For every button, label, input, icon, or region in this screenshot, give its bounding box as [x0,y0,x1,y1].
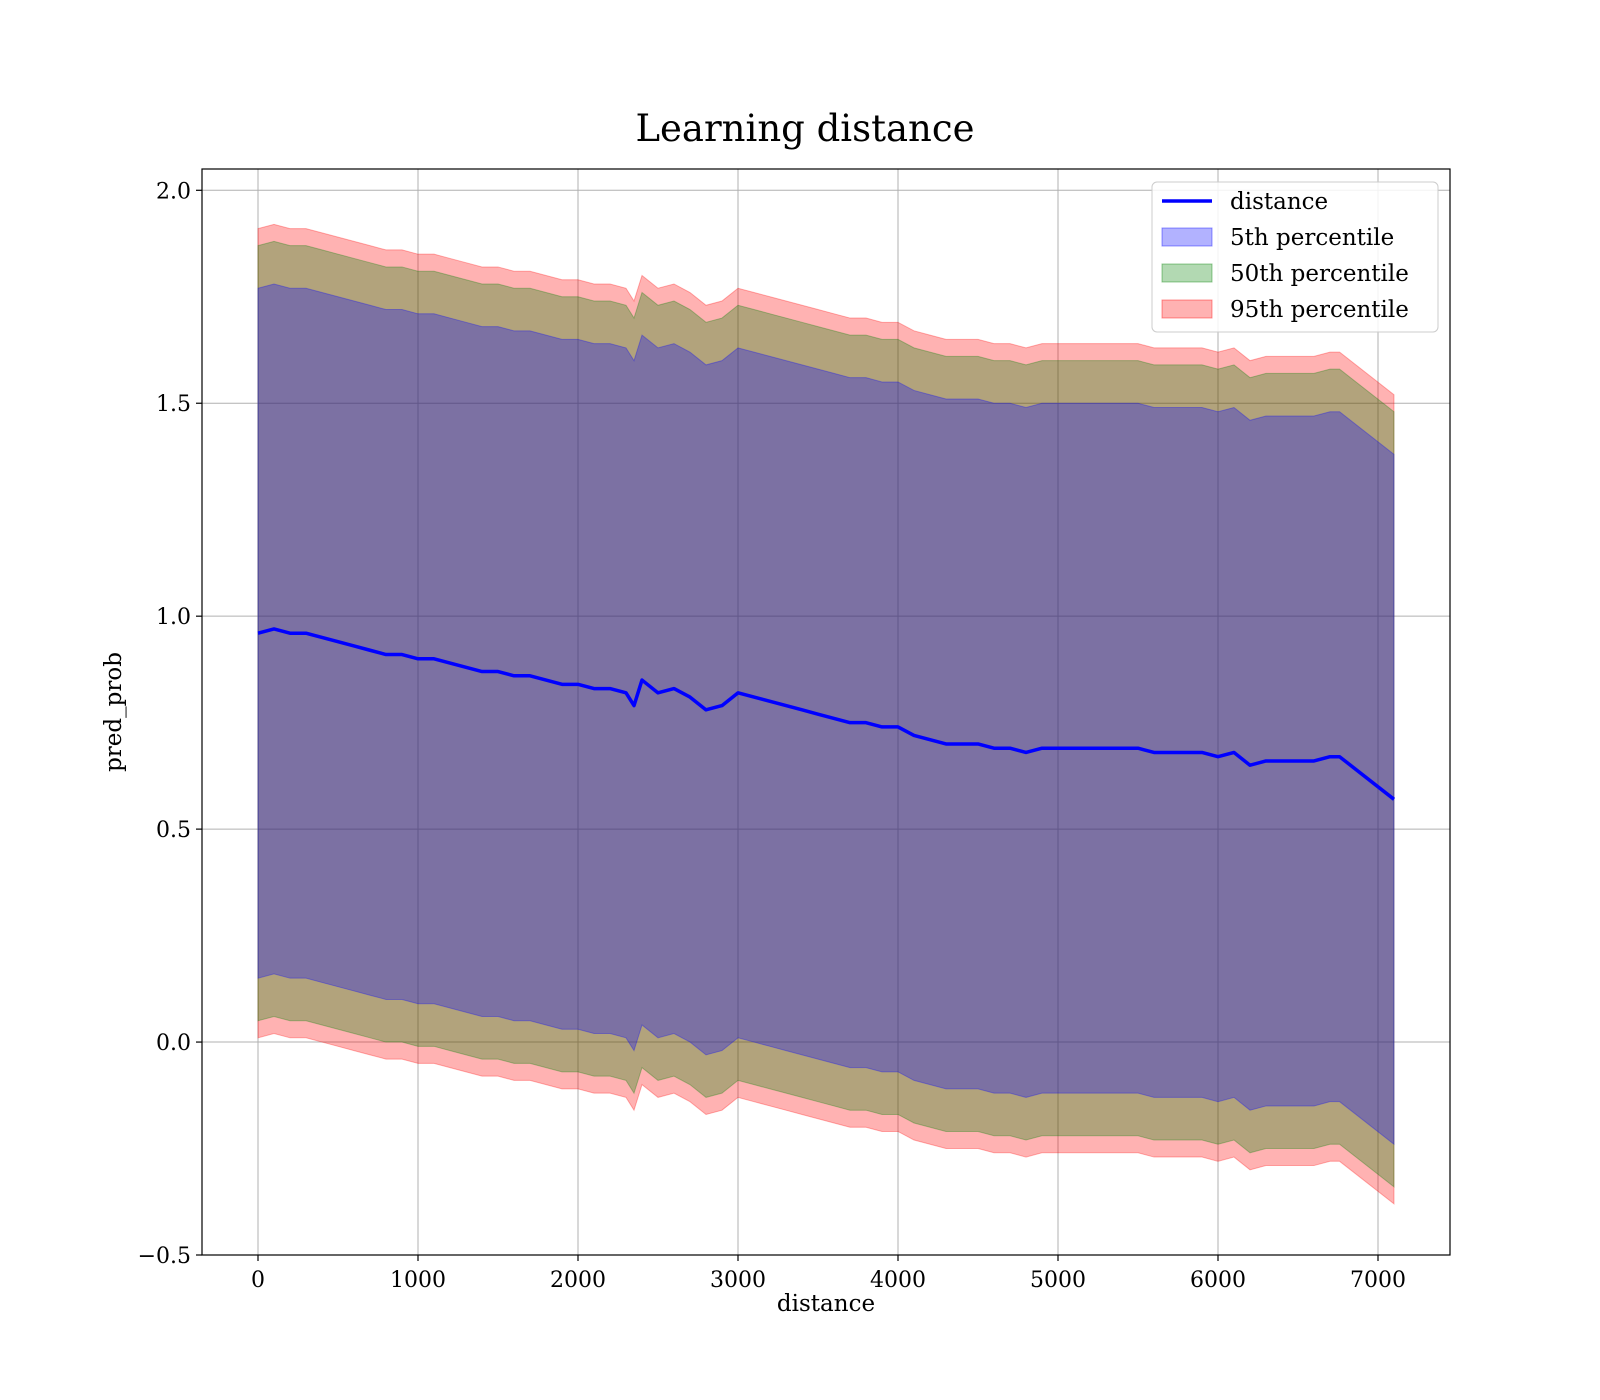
x-tick-label-1: 1000 [390,1268,446,1293]
x-tick-label-5: 5000 [1030,1268,1086,1293]
legend-label-1: 5th percentile [1230,225,1394,251]
y-tick-label-0: −0.5 [138,1244,191,1269]
y-tick-label-1: 0.0 [156,1031,191,1056]
series-line-distance [257,627,1396,801]
percentile-bands [257,223,1395,1205]
band-95th-percentile [257,223,1395,1205]
legend: distance 5th percentile 50th percentile 95t… [1151,181,1439,333]
legend-label-2: 50th percentile [1230,261,1409,287]
band-5th-percentile [257,283,1395,1146]
legend-label-3: 95th percentile [1230,297,1409,323]
x-axis-label: distance [777,1291,875,1317]
y-axis-ticks: −0.5 0.0 0.5 1.0 1.5 2.0 [138,179,202,1269]
plot-frame [201,168,1451,1256]
y-tick-label-5: 2.0 [156,179,191,204]
x-tick-label-3: 3000 [710,1268,766,1293]
legend-label-0: distance [1230,189,1328,215]
y-tick-label-4: 1.5 [156,392,191,417]
legend-swatch-3 [1161,299,1213,319]
legend-swatch-1 [1161,227,1213,247]
x-tick-label-6: 6000 [1190,1268,1246,1293]
y-axis-label: pred_prob [101,652,127,772]
x-tick-label-4: 4000 [870,1268,926,1293]
y-tick-label-3: 1.0 [156,605,191,630]
chart-title: Learning distance [635,107,974,150]
series-lines [257,627,1396,801]
legend-swatch-2 [1161,263,1213,283]
x-tick-label-7: 7000 [1350,1268,1406,1293]
x-axis-ticks: 0 1000 2000 3000 4000 5000 6000 7000 [251,1255,1406,1293]
y-tick-label-2: 0.5 [156,818,191,843]
x-tick-label-0: 0 [251,1268,265,1293]
band-50th-percentile [257,240,1395,1188]
x-tick-label-2: 2000 [550,1268,606,1293]
legend-box [1151,181,1439,333]
